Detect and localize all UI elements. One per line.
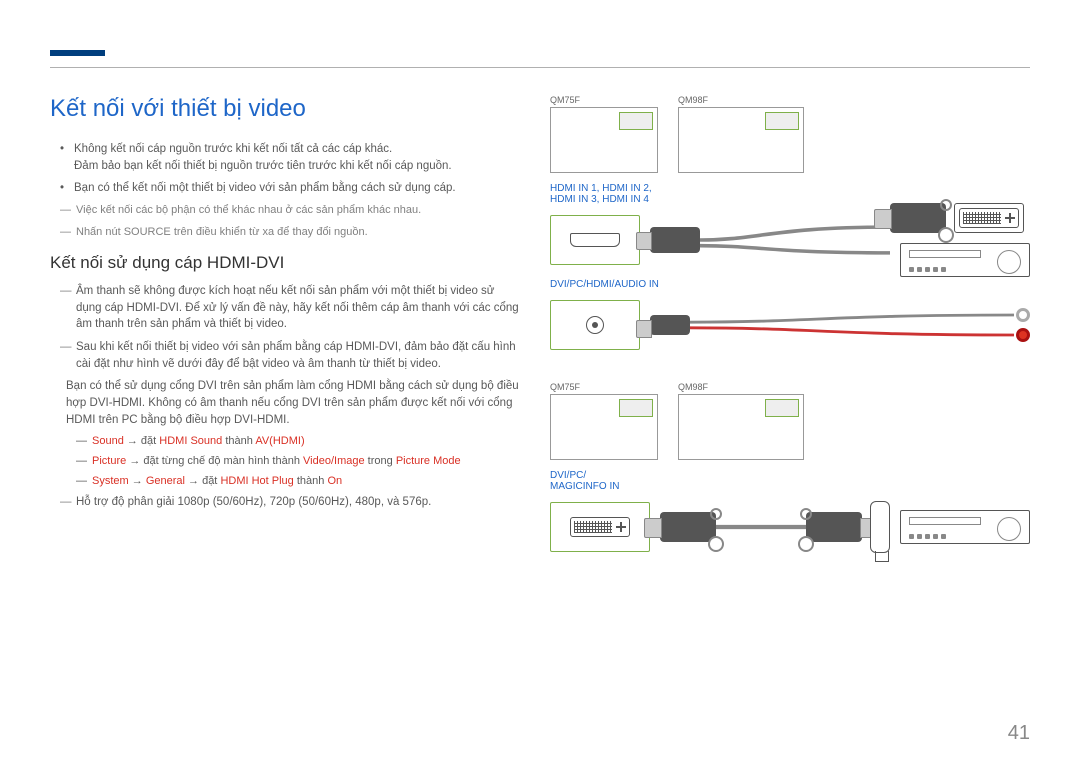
hdmi-plug-icon bbox=[650, 227, 700, 253]
port-label-audio: DVI/PC/HDMI/AUDIO IN bbox=[550, 279, 1030, 290]
dvi-plug-icon bbox=[806, 512, 862, 542]
tv-unit: QM98F bbox=[678, 382, 804, 460]
tv-row: QM75F QM98F bbox=[550, 382, 1030, 460]
cable-row-dvi bbox=[550, 498, 1030, 556]
dvd-player-icon bbox=[900, 243, 1030, 277]
tv-back-icon bbox=[678, 107, 804, 173]
page-number: 41 bbox=[1008, 722, 1030, 745]
bullet-item: Không kết nối cáp nguồn trước khi kết nố… bbox=[60, 141, 520, 174]
tv-row: QM75F QM98F bbox=[550, 95, 1030, 173]
setting-line: Picture → đặt từng chế độ màn hình thành… bbox=[76, 454, 520, 470]
diagram-hdmi-dvi: QM75F QM98F HDMI IN 1, HDMI IN 2, HDMI I… bbox=[550, 95, 1030, 354]
port-label-hdmi: HDMI IN 1, HDMI IN 2, HDMI IN 3, HDMI IN… bbox=[550, 183, 1030, 205]
tv-back-icon bbox=[550, 107, 658, 173]
dvd-player-icon bbox=[900, 510, 1030, 544]
dash-item: Sau khi kết nối thiết bị video với sản p… bbox=[60, 339, 520, 372]
sub-dash-list: Việc kết nối các bộ phận có thể khác nha… bbox=[50, 203, 520, 241]
cable-row-audio bbox=[550, 296, 1030, 354]
diagram-column: QM75F QM98F HDMI IN 1, HDMI IN 2, HDMI I… bbox=[540, 95, 1030, 723]
hdmi-port-icon bbox=[550, 215, 640, 265]
audio-plug-icon bbox=[650, 315, 690, 335]
bullet-item: Bạn có thể kết nối một thiết bị video vớ… bbox=[60, 180, 520, 197]
setting-line: System → General → đặt HDMI Hot Plug thà… bbox=[76, 474, 520, 490]
tv-unit: QM75F bbox=[550, 95, 658, 173]
tv-label: QM98F bbox=[678, 382, 804, 392]
tv-back-icon bbox=[678, 394, 804, 460]
tv-back-icon bbox=[550, 394, 658, 460]
output-stack bbox=[890, 203, 1030, 277]
notes-paragraph: Bạn có thể sử dụng cổng DVI trên sản phẩ… bbox=[50, 378, 520, 428]
header-rule bbox=[50, 67, 1030, 68]
setting-line: Sound → đặt HDMI Sound thành AV(HDMI) bbox=[76, 434, 520, 450]
page-title: Kết nối với thiết bị video bbox=[50, 95, 520, 123]
tv-label: QM75F bbox=[550, 95, 658, 105]
cable-wire-icon bbox=[716, 507, 806, 547]
settings-list: Sound → đặt HDMI Sound thành AV(HDMI) Pi… bbox=[50, 434, 520, 490]
port-label-dvi: DVI/PC/ MAGICINFO IN bbox=[550, 470, 1030, 492]
hdmi-adapter-icon bbox=[870, 501, 890, 553]
intro-bullets: Không kết nối cáp nguồn trước khi kết nố… bbox=[50, 141, 520, 197]
dash-item: Hỗ trợ độ phân giải 1080p (50/60Hz), 720… bbox=[60, 494, 520, 511]
section-subheading: Kết nối sử dụng cáp HDMI-DVI bbox=[50, 253, 520, 273]
page-content: Kết nối với thiết bị video Không kết nối… bbox=[50, 95, 1030, 723]
diagram-dvi: QM75F QM98F DVI/PC/ MAGICINFO IN bbox=[550, 382, 1030, 556]
text-column: Kết nối với thiết bị video Không kết nối… bbox=[50, 95, 540, 723]
dvi-plug-icon bbox=[890, 203, 946, 233]
final-dash: Hỗ trợ độ phân giải 1080p (50/60Hz), 720… bbox=[50, 494, 520, 511]
dash-item: Việc kết nối các bộ phận có thể khác nha… bbox=[60, 203, 520, 219]
dvi-output-icon bbox=[954, 203, 1024, 233]
tv-unit: QM98F bbox=[678, 95, 804, 173]
dvi-plug-icon bbox=[660, 512, 716, 542]
tv-unit: QM75F bbox=[550, 382, 658, 460]
dash-item: Âm thanh sẽ không được kích hoạt nếu kết… bbox=[60, 283, 520, 333]
notes-list: Âm thanh sẽ không được kích hoạt nếu kết… bbox=[50, 283, 520, 372]
header-accent-bar bbox=[50, 50, 105, 56]
dvi-port-icon bbox=[550, 502, 650, 552]
cable-row-hdmi bbox=[550, 211, 1030, 269]
audio-port-icon bbox=[550, 300, 640, 350]
dash-item: Nhấn nút SOURCE trên điều khiển từ xa để… bbox=[60, 225, 520, 241]
tv-label: QM98F bbox=[678, 95, 804, 105]
tv-label: QM75F bbox=[550, 382, 658, 392]
rca-plugs-icon bbox=[1018, 308, 1030, 342]
cable-wire-icon bbox=[700, 220, 890, 260]
cable-wire-icon bbox=[690, 305, 1014, 345]
